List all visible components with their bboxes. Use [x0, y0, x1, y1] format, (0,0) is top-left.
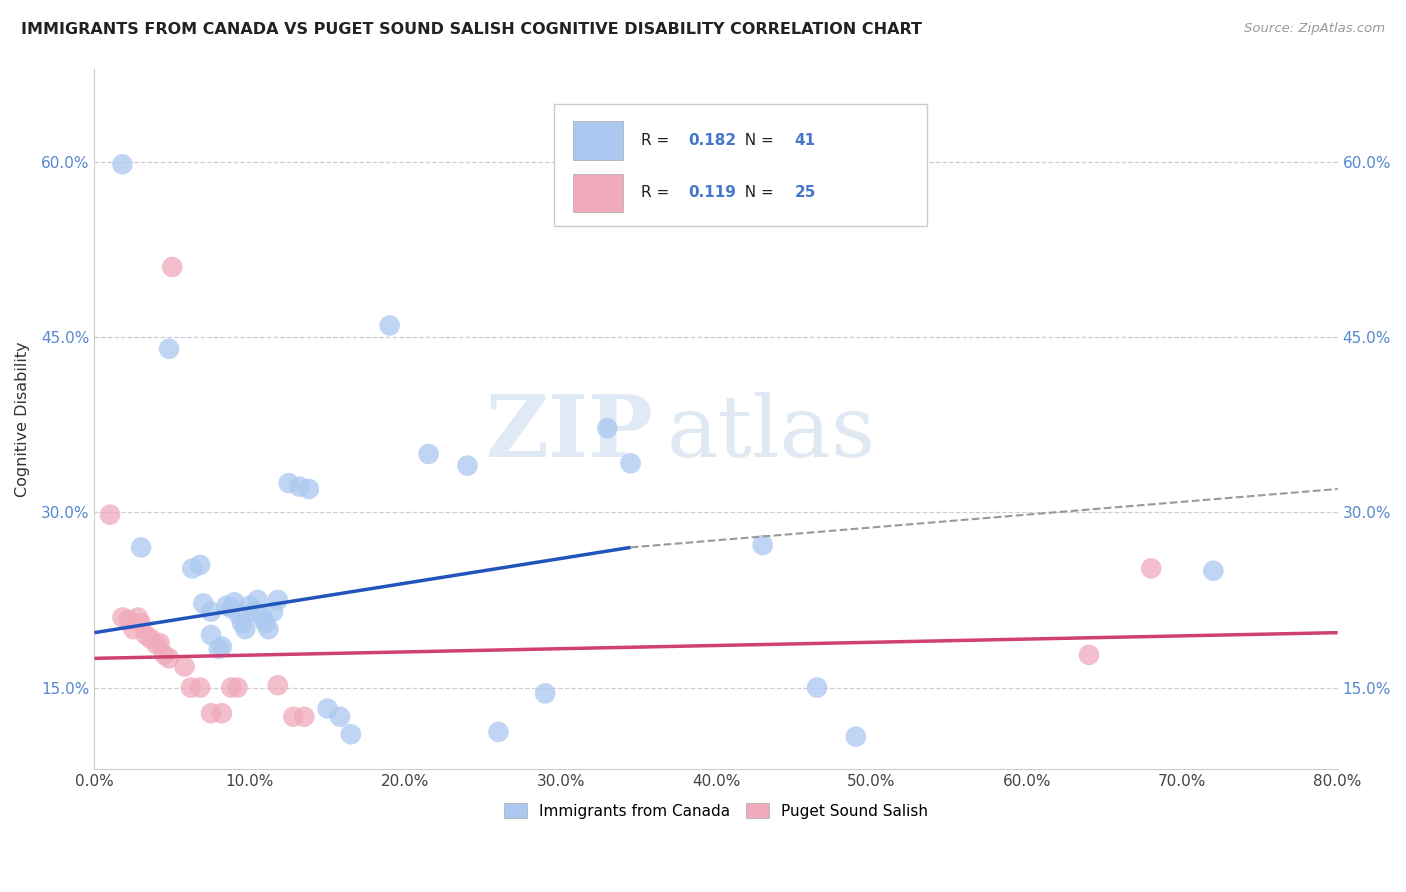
Point [211, 640, 233, 654]
Point [160, 260, 183, 274]
Point [845, 730, 868, 744]
Point [200, 628, 222, 642]
Legend: Immigrants from Canada, Puget Sound Salish: Immigrants from Canada, Puget Sound Sali… [498, 797, 934, 825]
Point [200, 605, 222, 619]
Point [1078, 648, 1101, 662]
Point [157, 342, 180, 356]
Point [127, 610, 149, 624]
Point [188, 681, 211, 695]
Point [277, 476, 299, 491]
Point [129, 541, 152, 555]
FancyBboxPatch shape [574, 174, 623, 212]
Point [596, 421, 619, 435]
Point [1202, 564, 1225, 578]
Point [122, 622, 145, 636]
Text: 0.182: 0.182 [689, 133, 737, 148]
Point [233, 622, 256, 636]
Point [243, 605, 266, 619]
Point [193, 597, 215, 611]
Text: N =: N = [735, 133, 779, 148]
Point [252, 610, 274, 624]
Point [292, 710, 315, 724]
Point [219, 681, 242, 695]
Point [98, 508, 121, 522]
Point [534, 686, 557, 700]
Point [226, 681, 249, 695]
Point [228, 608, 250, 623]
Point [806, 681, 828, 695]
Point [257, 622, 280, 636]
Point [153, 648, 176, 662]
Text: 0.119: 0.119 [689, 186, 737, 201]
Text: ZIP: ZIP [486, 391, 654, 475]
Point [173, 659, 195, 673]
Text: IMMIGRANTS FROM CANADA VS PUGET SOUND SALISH COGNITIVE DISABILITY CORRELATION CH: IMMIGRANTS FROM CANADA VS PUGET SOUND SA… [21, 22, 922, 37]
Point [418, 447, 440, 461]
Point [139, 632, 162, 646]
Text: R =: R = [641, 186, 675, 201]
Text: R =: R = [641, 133, 675, 148]
Point [288, 480, 311, 494]
Point [316, 701, 339, 715]
Point [200, 706, 222, 721]
Point [488, 725, 510, 739]
Point [188, 558, 211, 572]
Point [267, 593, 290, 607]
Point [145, 637, 167, 651]
Point [246, 593, 269, 607]
Point [149, 636, 172, 650]
Point [329, 710, 352, 724]
Point [129, 616, 152, 631]
Point [283, 710, 305, 724]
Point [111, 157, 134, 171]
Point [208, 642, 231, 657]
Point [619, 456, 641, 470]
Point [267, 678, 290, 692]
Point [262, 605, 284, 619]
Point [219, 601, 242, 615]
Y-axis label: Cognitive Disability: Cognitive Disability [15, 341, 30, 497]
FancyBboxPatch shape [574, 121, 623, 160]
Point [239, 599, 262, 613]
Point [215, 599, 238, 613]
Point [231, 616, 253, 631]
Point [118, 613, 141, 627]
Text: 25: 25 [794, 186, 815, 201]
Point [254, 616, 277, 631]
Point [751, 538, 773, 552]
Text: Source: ZipAtlas.com: Source: ZipAtlas.com [1244, 22, 1385, 36]
Point [135, 628, 157, 642]
Point [180, 681, 202, 695]
Point [157, 651, 180, 665]
Point [340, 727, 363, 741]
Point [181, 561, 204, 575]
Point [1140, 561, 1163, 575]
Point [298, 482, 321, 496]
Text: atlas: atlas [666, 392, 876, 475]
Text: 41: 41 [794, 133, 815, 148]
FancyBboxPatch shape [554, 103, 928, 227]
Point [111, 610, 134, 624]
Point [378, 318, 401, 333]
Text: N =: N = [735, 186, 779, 201]
Point [224, 595, 246, 609]
Point [456, 458, 478, 473]
Point [211, 706, 233, 721]
